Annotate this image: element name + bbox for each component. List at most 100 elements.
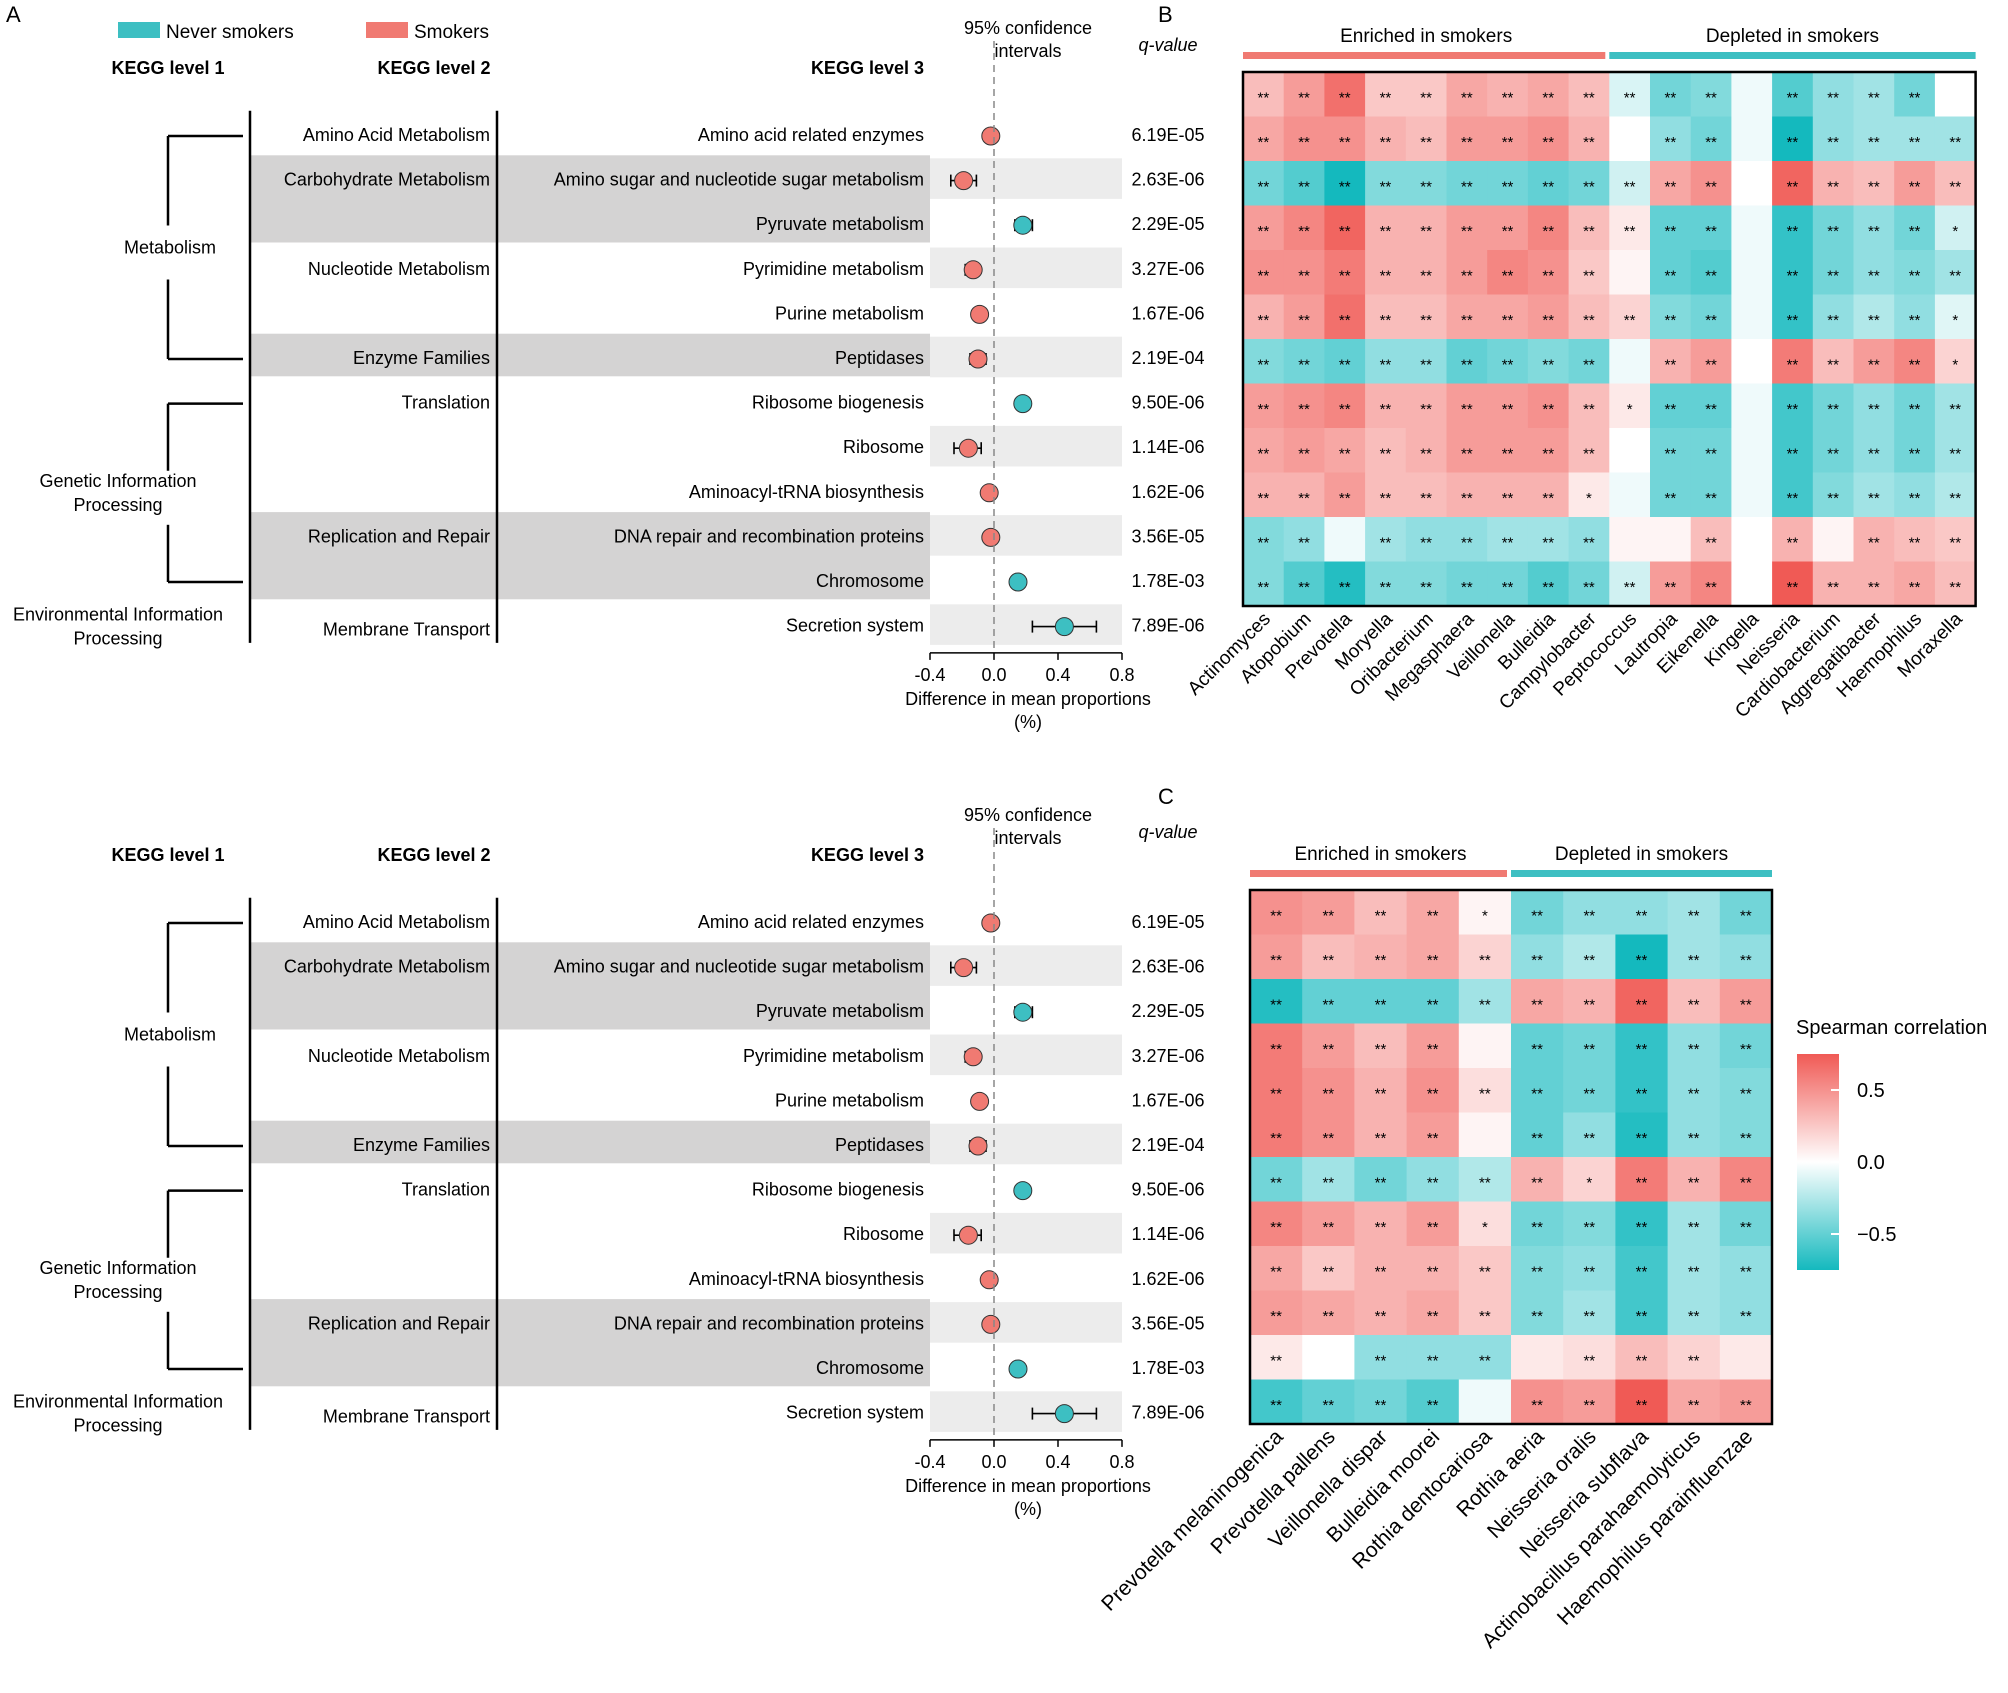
heatmap-cell	[1354, 1201, 1408, 1247]
heatmap-cell	[1731, 161, 1773, 206]
heatmap-cell	[1563, 1335, 1616, 1380]
heatmap-cell	[1406, 1201, 1460, 1247]
ci-point	[1008, 572, 1028, 592]
significance-mark: **	[1827, 134, 1839, 151]
heatmap-cell	[1487, 72, 1529, 117]
heatmap-cell	[1365, 116, 1407, 162]
heatmap-cell	[1853, 472, 1895, 518]
heatmap-cell	[1563, 1246, 1616, 1291]
heatmap-cell	[1563, 979, 1616, 1024]
heatmap-cell	[1302, 1335, 1355, 1380]
significance-mark: **	[1270, 1352, 1282, 1369]
heatmap-cell	[1934, 517, 1977, 562]
heatmap-cell	[1609, 428, 1651, 473]
level3-band	[497, 942, 930, 1030]
heatmap-cell	[1563, 1068, 1616, 1113]
qvalue-label: 3.27E-06	[1131, 259, 1204, 279]
significance-mark: **	[1427, 1174, 1439, 1191]
significance-mark: **	[1909, 134, 1921, 151]
heatmap-cell	[1302, 1068, 1355, 1113]
heatmap-cell	[1487, 116, 1529, 162]
heatmap-cell	[1243, 250, 1285, 295]
ci-point	[1054, 617, 1074, 637]
heatmap-cell	[1609, 383, 1651, 429]
plot-row-shade	[930, 1123, 1122, 1165]
significance-mark: **	[1322, 1263, 1334, 1280]
ci-point	[979, 1270, 999, 1290]
heatmap-cell	[1354, 1157, 1408, 1202]
ci-point	[981, 1314, 1001, 1334]
significance-mark: **	[1531, 952, 1543, 969]
significance-mark: **	[1542, 267, 1554, 284]
significance-mark: **	[1688, 1085, 1700, 1102]
significance-mark: **	[1502, 401, 1514, 418]
heatmap-cell	[1405, 72, 1447, 117]
heatmap-cell	[1302, 1201, 1355, 1247]
significance-mark: **	[1583, 1219, 1595, 1236]
panel-label-b: B	[1158, 2, 1173, 27]
significance-mark: **	[1636, 952, 1648, 969]
level2-label: Translation	[402, 393, 490, 413]
pathway-label: Peptidases	[835, 1135, 924, 1155]
level2-label: Amino Acid Metabolism	[303, 912, 490, 932]
heatmap-cell	[1487, 250, 1529, 295]
heatmap-cell	[1609, 517, 1651, 562]
significance-mark: **	[1705, 267, 1717, 284]
significance-mark: **	[1868, 534, 1880, 551]
heatmap-cell	[1458, 934, 1512, 980]
heatmap-cell	[1354, 1246, 1408, 1291]
significance-mark: **	[1665, 401, 1677, 418]
heatmap-cell	[1772, 517, 1814, 562]
heatmap-cell	[1446, 517, 1488, 562]
heatmap-cell	[1446, 205, 1488, 251]
significance-mark: *	[1627, 401, 1633, 418]
significance-mark: **	[1427, 952, 1439, 969]
heatmap-cell	[1324, 116, 1366, 162]
heatmap-cell	[1731, 428, 1773, 473]
ci-point	[1013, 394, 1033, 414]
qvalue-label: 2.19E-04	[1131, 1135, 1204, 1155]
significance-mark: **	[1531, 1397, 1543, 1414]
qvalue-label: 1.67E-06	[1131, 1090, 1204, 1110]
significance-mark: **	[1688, 1397, 1700, 1414]
significance-mark: **	[1583, 952, 1595, 969]
significance-mark: **	[1420, 312, 1432, 329]
heatmap-cell	[1354, 979, 1408, 1024]
heatmap-cell	[1772, 339, 1814, 384]
heatmap-cell	[1719, 1335, 1773, 1380]
heatmap-cell	[1487, 383, 1529, 429]
heatmap-cell	[1853, 428, 1895, 473]
heatmap-cell	[1527, 161, 1570, 206]
significance-mark: **	[1270, 1397, 1282, 1414]
significance-mark: **	[1322, 996, 1334, 1013]
significance-mark: **	[1949, 534, 1961, 551]
significance-mark: **	[1949, 490, 1961, 507]
heatmap-cell	[1667, 1246, 1721, 1291]
significance-mark: **	[1827, 178, 1839, 195]
significance-mark: **	[1531, 1130, 1543, 1147]
significance-mark: **	[1270, 1130, 1282, 1147]
significance-mark: **	[1380, 89, 1392, 106]
level2-band	[250, 1120, 497, 1164]
colorbar: Spearman correlation 0.5 0.0 −0.5	[1796, 1017, 1987, 1270]
significance-mark: **	[1339, 312, 1351, 329]
significance-mark: **	[1740, 1263, 1752, 1280]
heatmap-cell	[1934, 428, 1977, 473]
heatmap-cell	[1250, 1290, 1303, 1336]
level1-label: Metabolism	[124, 1025, 216, 1045]
pathway-label: Purine metabolism	[775, 303, 924, 323]
heatmap-cell	[1243, 428, 1285, 473]
heatmap-cell	[1615, 1068, 1669, 1113]
heatmap-cell	[1650, 72, 1692, 117]
heatmap-cell	[1615, 979, 1669, 1024]
heatmap-cell	[1283, 561, 1325, 607]
level3-band	[497, 155, 930, 243]
significance-mark: **	[1909, 579, 1921, 596]
heatmap-cell	[1568, 339, 1610, 384]
heatmap-cell	[1324, 294, 1366, 340]
level3-band	[497, 512, 930, 600]
significance-mark: **	[1380, 579, 1392, 596]
heatmap-cell	[1690, 205, 1732, 251]
heatmap-cell	[1690, 116, 1732, 162]
heatmap-cell	[1487, 205, 1529, 251]
